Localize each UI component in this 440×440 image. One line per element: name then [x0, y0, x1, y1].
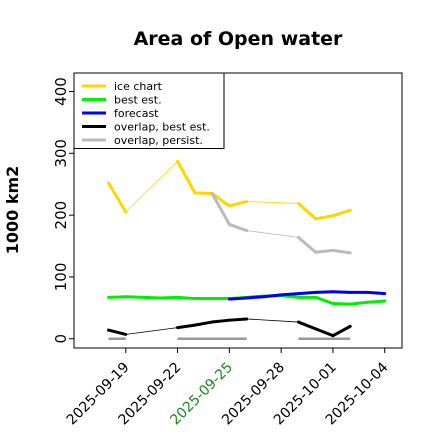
series-segment-overlap-best-est- — [296, 320, 318, 331]
legend-label: best est. — [114, 94, 162, 107]
series-segment-forecast — [227, 296, 249, 301]
series-segment-best-est- — [331, 302, 352, 306]
series-segment-overlap-best-est- — [331, 324, 352, 338]
series-segment-ice-chart — [331, 208, 352, 218]
series-segment-overlap-persist- — [246, 230, 299, 238]
series-segment-best-est- — [141, 295, 162, 300]
series-segment-forecast — [296, 290, 318, 296]
legend-label: overlap, best est. — [114, 121, 210, 134]
series-segment-ice-chart — [125, 160, 178, 213]
plot-frame — [73, 72, 403, 349]
series-segment-ice-chart — [227, 200, 249, 208]
y-tick-label: 100 — [52, 263, 70, 292]
y-tick-label: 400 — [52, 77, 70, 106]
series-segment-forecast — [331, 290, 352, 294]
series-segment-overlap-persist- — [314, 248, 335, 254]
series-segment-best-est- — [107, 295, 128, 299]
series-segment-best-est- — [314, 295, 335, 306]
series-segment-ice-chart — [193, 191, 214, 196]
series-segment-ice-chart — [210, 192, 231, 208]
series-segment-overlap-best-est- — [246, 318, 299, 323]
series-segment-overlap-persist- — [227, 222, 249, 233]
series-segment-overlap-best-est- — [107, 328, 128, 336]
series-segment-forecast — [245, 295, 266, 300]
series-segment-overlap-persist- — [296, 235, 318, 254]
series-segment-best-est- — [158, 295, 180, 300]
chart-title: Area of Open water — [134, 28, 343, 50]
y-tick-label: 200 — [52, 201, 70, 230]
series-segment-overlap-best-est- — [210, 318, 231, 324]
series-segment-ice-chart — [176, 159, 197, 195]
series-segment-ice-chart — [314, 214, 335, 221]
y-tick-label: 300 — [52, 139, 70, 168]
series-segment-forecast — [262, 293, 283, 299]
y-axis-label: 1000 km2 — [3, 166, 22, 255]
series-segment-forecast — [365, 290, 387, 296]
series-segment-overlap-persist- — [210, 192, 231, 226]
legend-label: forecast — [114, 107, 159, 120]
series-segment-overlap-best-est- — [176, 323, 197, 330]
legend-label: ice chart — [114, 80, 163, 93]
series-segment-forecast — [279, 292, 300, 297]
series-segment-best-est- — [176, 295, 197, 301]
series-segment-overlap-best-est- — [314, 327, 335, 338]
series-segment-best-est- — [348, 300, 369, 306]
series-segment-overlap-persist- — [331, 248, 352, 255]
series-segment-ice-chart — [246, 201, 299, 204]
series-segment-best-est- — [124, 295, 145, 299]
series-segment-overlap-best-est- — [227, 317, 249, 322]
legend-label: overlap, persist. — [114, 134, 203, 147]
series-segment-best-est- — [365, 299, 387, 304]
series-segment-forecast — [314, 290, 335, 294]
series-segment-ice-chart — [107, 181, 128, 214]
series-segment-overlap-best-est- — [193, 320, 214, 327]
y-tick-label: 0 — [52, 334, 70, 344]
series-segment-overlap-best-est- — [125, 327, 178, 335]
series-segment-ice-chart — [296, 201, 318, 221]
